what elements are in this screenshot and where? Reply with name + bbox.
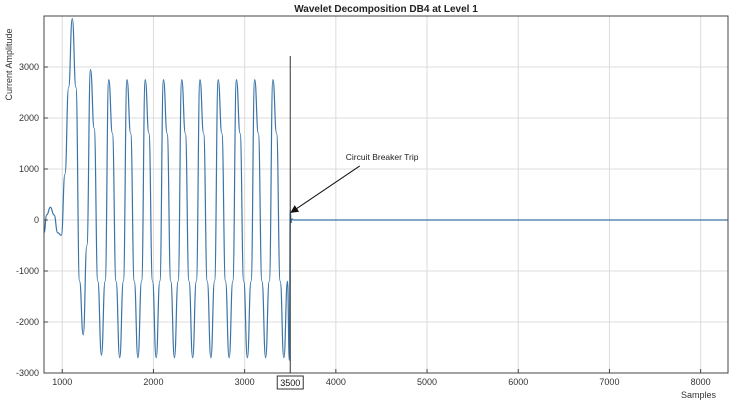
y-tick-label: -1000 bbox=[16, 266, 39, 276]
series-line bbox=[43, 17, 728, 361]
y-tick-label: 3000 bbox=[19, 62, 39, 72]
x-tick-label: 8000 bbox=[691, 377, 711, 387]
annotation-layer: Circuit Breaker Trip bbox=[290, 152, 419, 213]
annotation-text: Circuit Breaker Trip bbox=[346, 152, 419, 162]
x-axis-label: Samples bbox=[681, 390, 717, 400]
marker-label-box bbox=[276, 375, 304, 390]
x-tick-label: 6000 bbox=[508, 377, 528, 387]
x-tick-label: 7000 bbox=[599, 377, 619, 387]
y-axis-ticks: -3000 -2000 -1000 0 1000 2000 3000 bbox=[16, 62, 48, 378]
chart-title: Wavelet Decomposition DB4 at Level 1 bbox=[294, 4, 478, 15]
y-axis-label: Current Amplitude bbox=[4, 28, 14, 100]
y-tick-label: 1000 bbox=[19, 164, 39, 174]
y-tick-label: 0 bbox=[34, 215, 39, 225]
x-tick-label: 1000 bbox=[52, 377, 72, 387]
y-tick-label: -3000 bbox=[16, 368, 39, 378]
x-axis-ticks: 1000 2000 3000 4000 5000 6000 7000 8000 bbox=[52, 369, 711, 387]
plot-area bbox=[43, 15, 729, 374]
marker-label: 3500 bbox=[280, 378, 300, 388]
x-tick-label: 2000 bbox=[143, 377, 163, 387]
plot-background bbox=[44, 16, 728, 373]
plot-frame bbox=[43, 15, 729, 374]
series-layer bbox=[43, 17, 728, 361]
annotation-arrow bbox=[290, 165, 361, 213]
datatip-marker: 3500 bbox=[276, 56, 304, 390]
y-tick-label: -2000 bbox=[16, 317, 39, 327]
x-tick-label: 4000 bbox=[326, 377, 346, 387]
y-tick-label: 2000 bbox=[19, 113, 39, 123]
x-tick-label: 3000 bbox=[235, 377, 255, 387]
x-tick-label: 5000 bbox=[417, 377, 437, 387]
